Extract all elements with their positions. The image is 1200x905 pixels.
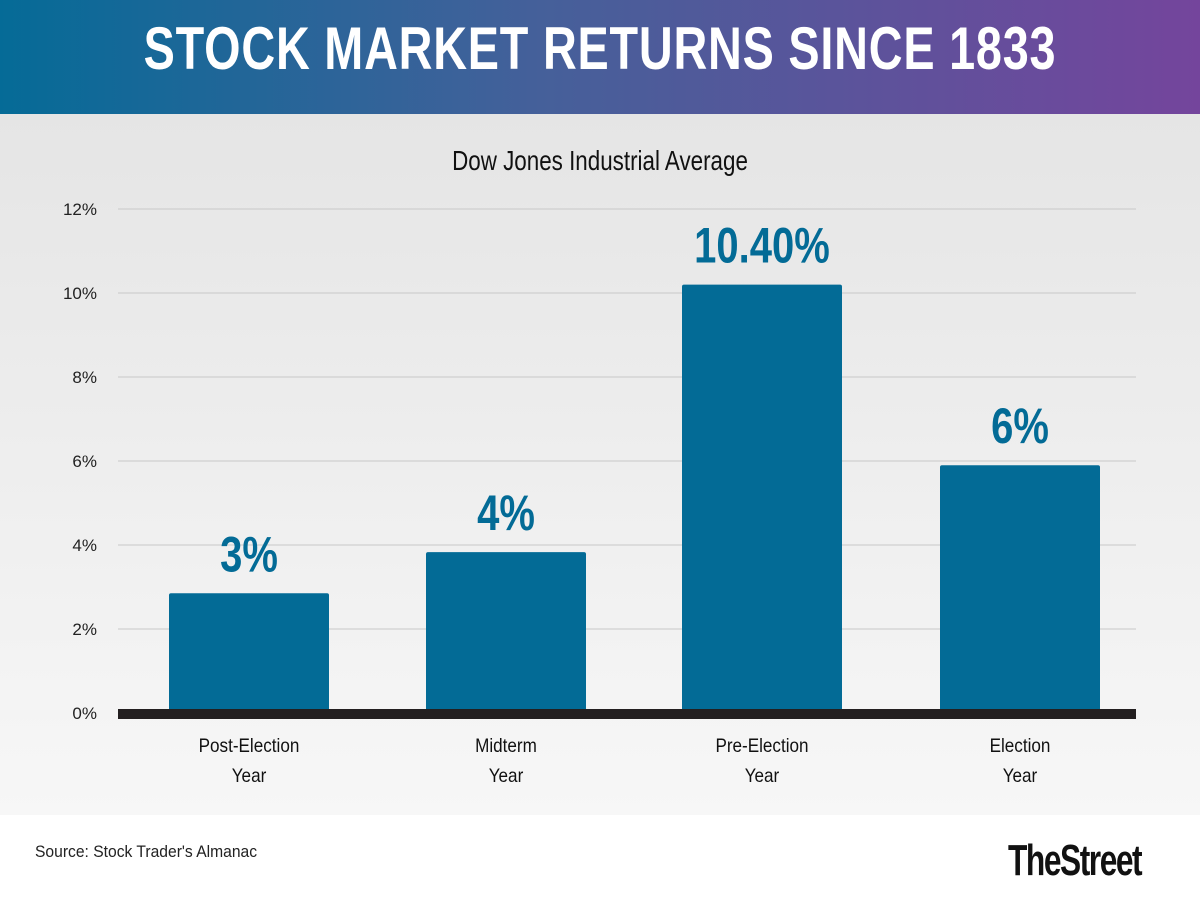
bar	[169, 593, 329, 713]
data-label: 4%	[477, 485, 535, 541]
x-tick-label: Post-Election	[199, 735, 300, 756]
thestreet-logo: TheStreet	[1008, 836, 1143, 885]
x-axis-line	[118, 709, 1136, 719]
chart-title: Dow Jones Industrial Average	[452, 146, 748, 177]
x-tick-label: Year	[745, 765, 780, 786]
x-tick-label: Year	[489, 765, 524, 786]
source-note: Source: Stock Trader's Almanac	[35, 842, 258, 861]
y-tick-label: 10%	[63, 284, 97, 303]
y-tick-label: 4%	[72, 536, 97, 555]
data-label: 6%	[991, 398, 1049, 454]
x-tick-label: Election	[990, 735, 1051, 756]
y-tick-label: 12%	[63, 200, 97, 219]
y-tick-label: 6%	[72, 452, 97, 471]
bar	[940, 465, 1100, 713]
y-tick-label: 8%	[72, 368, 97, 387]
x-tick-label: Year	[232, 765, 267, 786]
data-label: 10.40%	[694, 217, 830, 273]
bar	[426, 552, 586, 713]
y-tick-label: 2%	[72, 620, 97, 639]
bar	[682, 284, 842, 713]
y-tick-label: 0%	[72, 704, 97, 723]
x-tick-label: Year	[1003, 765, 1038, 786]
data-label: 3%	[220, 526, 278, 582]
header-banner: STOCK MARKET RETURNS SINCE 1833	[0, 0, 1200, 114]
x-tick-label: Midterm	[475, 735, 537, 756]
x-tick-label: Pre-Election	[715, 735, 808, 756]
page-title: STOCK MARKET RETURNS SINCE 1833	[143, 15, 1057, 82]
